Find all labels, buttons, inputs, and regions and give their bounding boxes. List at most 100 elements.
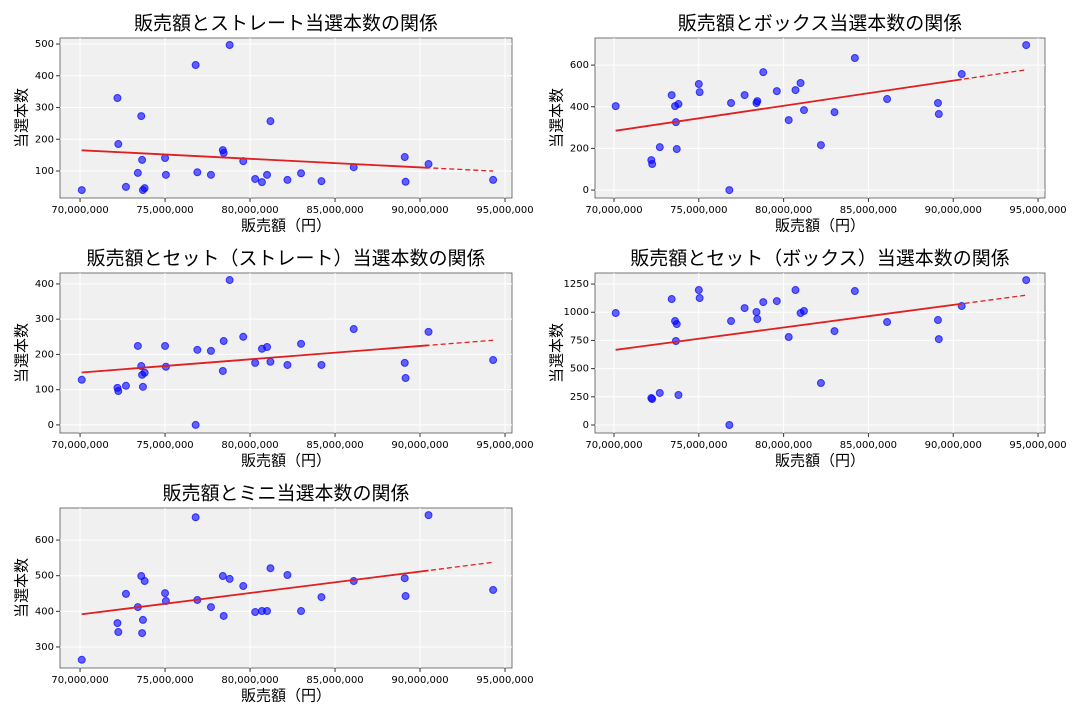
x-tick-label: 80,000,000 [755, 440, 812, 451]
point [113, 94, 122, 102]
y-tick-label: 1000 [564, 307, 589, 318]
point [161, 589, 170, 598]
y-tick-label: 200 [35, 349, 54, 360]
point [297, 169, 306, 178]
point [114, 387, 123, 396]
point [161, 341, 170, 350]
y-tick-label: 750 [570, 335, 589, 346]
point [140, 184, 149, 193]
point [401, 374, 410, 383]
y-tick-label: 100 [35, 385, 54, 396]
point [424, 160, 433, 169]
x-tick-label: 70,000,000 [585, 440, 642, 451]
point [283, 570, 292, 579]
point [263, 606, 272, 615]
point [799, 106, 808, 115]
x-tick-label: 95,000,000 [1009, 440, 1066, 451]
point [694, 286, 703, 295]
x-tick-label: 75,000,000 [136, 440, 193, 451]
point [206, 170, 215, 179]
point [611, 309, 620, 318]
y-axis-label: 当選本数 [548, 323, 566, 383]
point [727, 99, 736, 107]
point [725, 186, 734, 195]
trend-line-dashed [81, 339, 494, 374]
x-tick-label: 95,000,000 [476, 440, 533, 451]
y-axis-label: 当選本数 [13, 558, 31, 618]
point [251, 174, 260, 183]
point [1022, 276, 1031, 285]
y-axis-label: 当選本数 [13, 323, 31, 383]
x-axis-label: 販売額（円） [241, 452, 331, 470]
point [933, 99, 942, 107]
point [219, 148, 228, 157]
point [138, 615, 147, 624]
point [193, 168, 202, 177]
chart-title: 販売額とセット（ストレート）当選本数の関係 [86, 248, 485, 270]
point [424, 327, 433, 336]
x-axis-label: 販売額（円） [775, 452, 865, 470]
point [317, 177, 326, 186]
point [251, 358, 260, 367]
point [239, 332, 248, 341]
point [225, 574, 234, 583]
point [161, 154, 170, 162]
point [77, 375, 86, 384]
point [489, 585, 498, 594]
point [121, 381, 130, 390]
x-tick-label: 75,000,000 [136, 205, 193, 216]
x-tick-label: 75,000,000 [670, 440, 727, 451]
point [672, 145, 681, 154]
point [611, 102, 620, 111]
x-tick-label: 95,000,000 [1009, 205, 1066, 216]
point [401, 592, 410, 601]
point [883, 318, 892, 327]
x-tick-label: 70,000,000 [51, 440, 108, 451]
point [772, 297, 781, 306]
point [138, 155, 147, 164]
y-tick-label: 600 [35, 535, 54, 546]
x-tick-label: 85,000,000 [840, 440, 897, 451]
point [400, 358, 409, 367]
plot-area [59, 37, 513, 199]
x-tick-label: 70,000,000 [585, 205, 642, 216]
point [219, 611, 228, 620]
x-axis-label: 販売額（円） [241, 687, 331, 705]
y-tick-label: 0 [48, 420, 54, 431]
point [400, 574, 409, 583]
point [672, 320, 681, 329]
point [695, 88, 704, 97]
point [138, 382, 147, 391]
point [725, 420, 734, 429]
trend-line-dashed [615, 69, 1027, 132]
point [784, 333, 793, 342]
point [114, 140, 123, 149]
point [138, 629, 147, 638]
point [191, 513, 200, 522]
x-axis-label: 販売額（円） [241, 217, 331, 235]
y-axis-label: 当選本数 [13, 88, 31, 148]
x-tick-label: 80,000,000 [221, 675, 278, 686]
trend-line-dashed [81, 149, 494, 172]
point [830, 108, 839, 117]
point [934, 110, 943, 119]
point [225, 276, 234, 285]
point [113, 619, 122, 628]
point [772, 87, 781, 96]
point [934, 335, 943, 344]
plot-area [594, 272, 1046, 434]
x-tick-label: 75,000,000 [136, 675, 193, 686]
x-axis-label: 販売額（円） [775, 217, 865, 235]
point [191, 420, 200, 429]
y-tick-label: 100 [35, 166, 54, 177]
y-tick-label: 500 [35, 571, 54, 582]
point [266, 357, 275, 366]
point [193, 345, 202, 354]
x-tick-label: 90,000,000 [925, 205, 982, 216]
y-tick-label: 300 [35, 642, 54, 653]
point [667, 295, 676, 304]
point [400, 153, 409, 162]
point [796, 79, 805, 87]
point [694, 80, 703, 89]
plot-area [59, 272, 513, 434]
